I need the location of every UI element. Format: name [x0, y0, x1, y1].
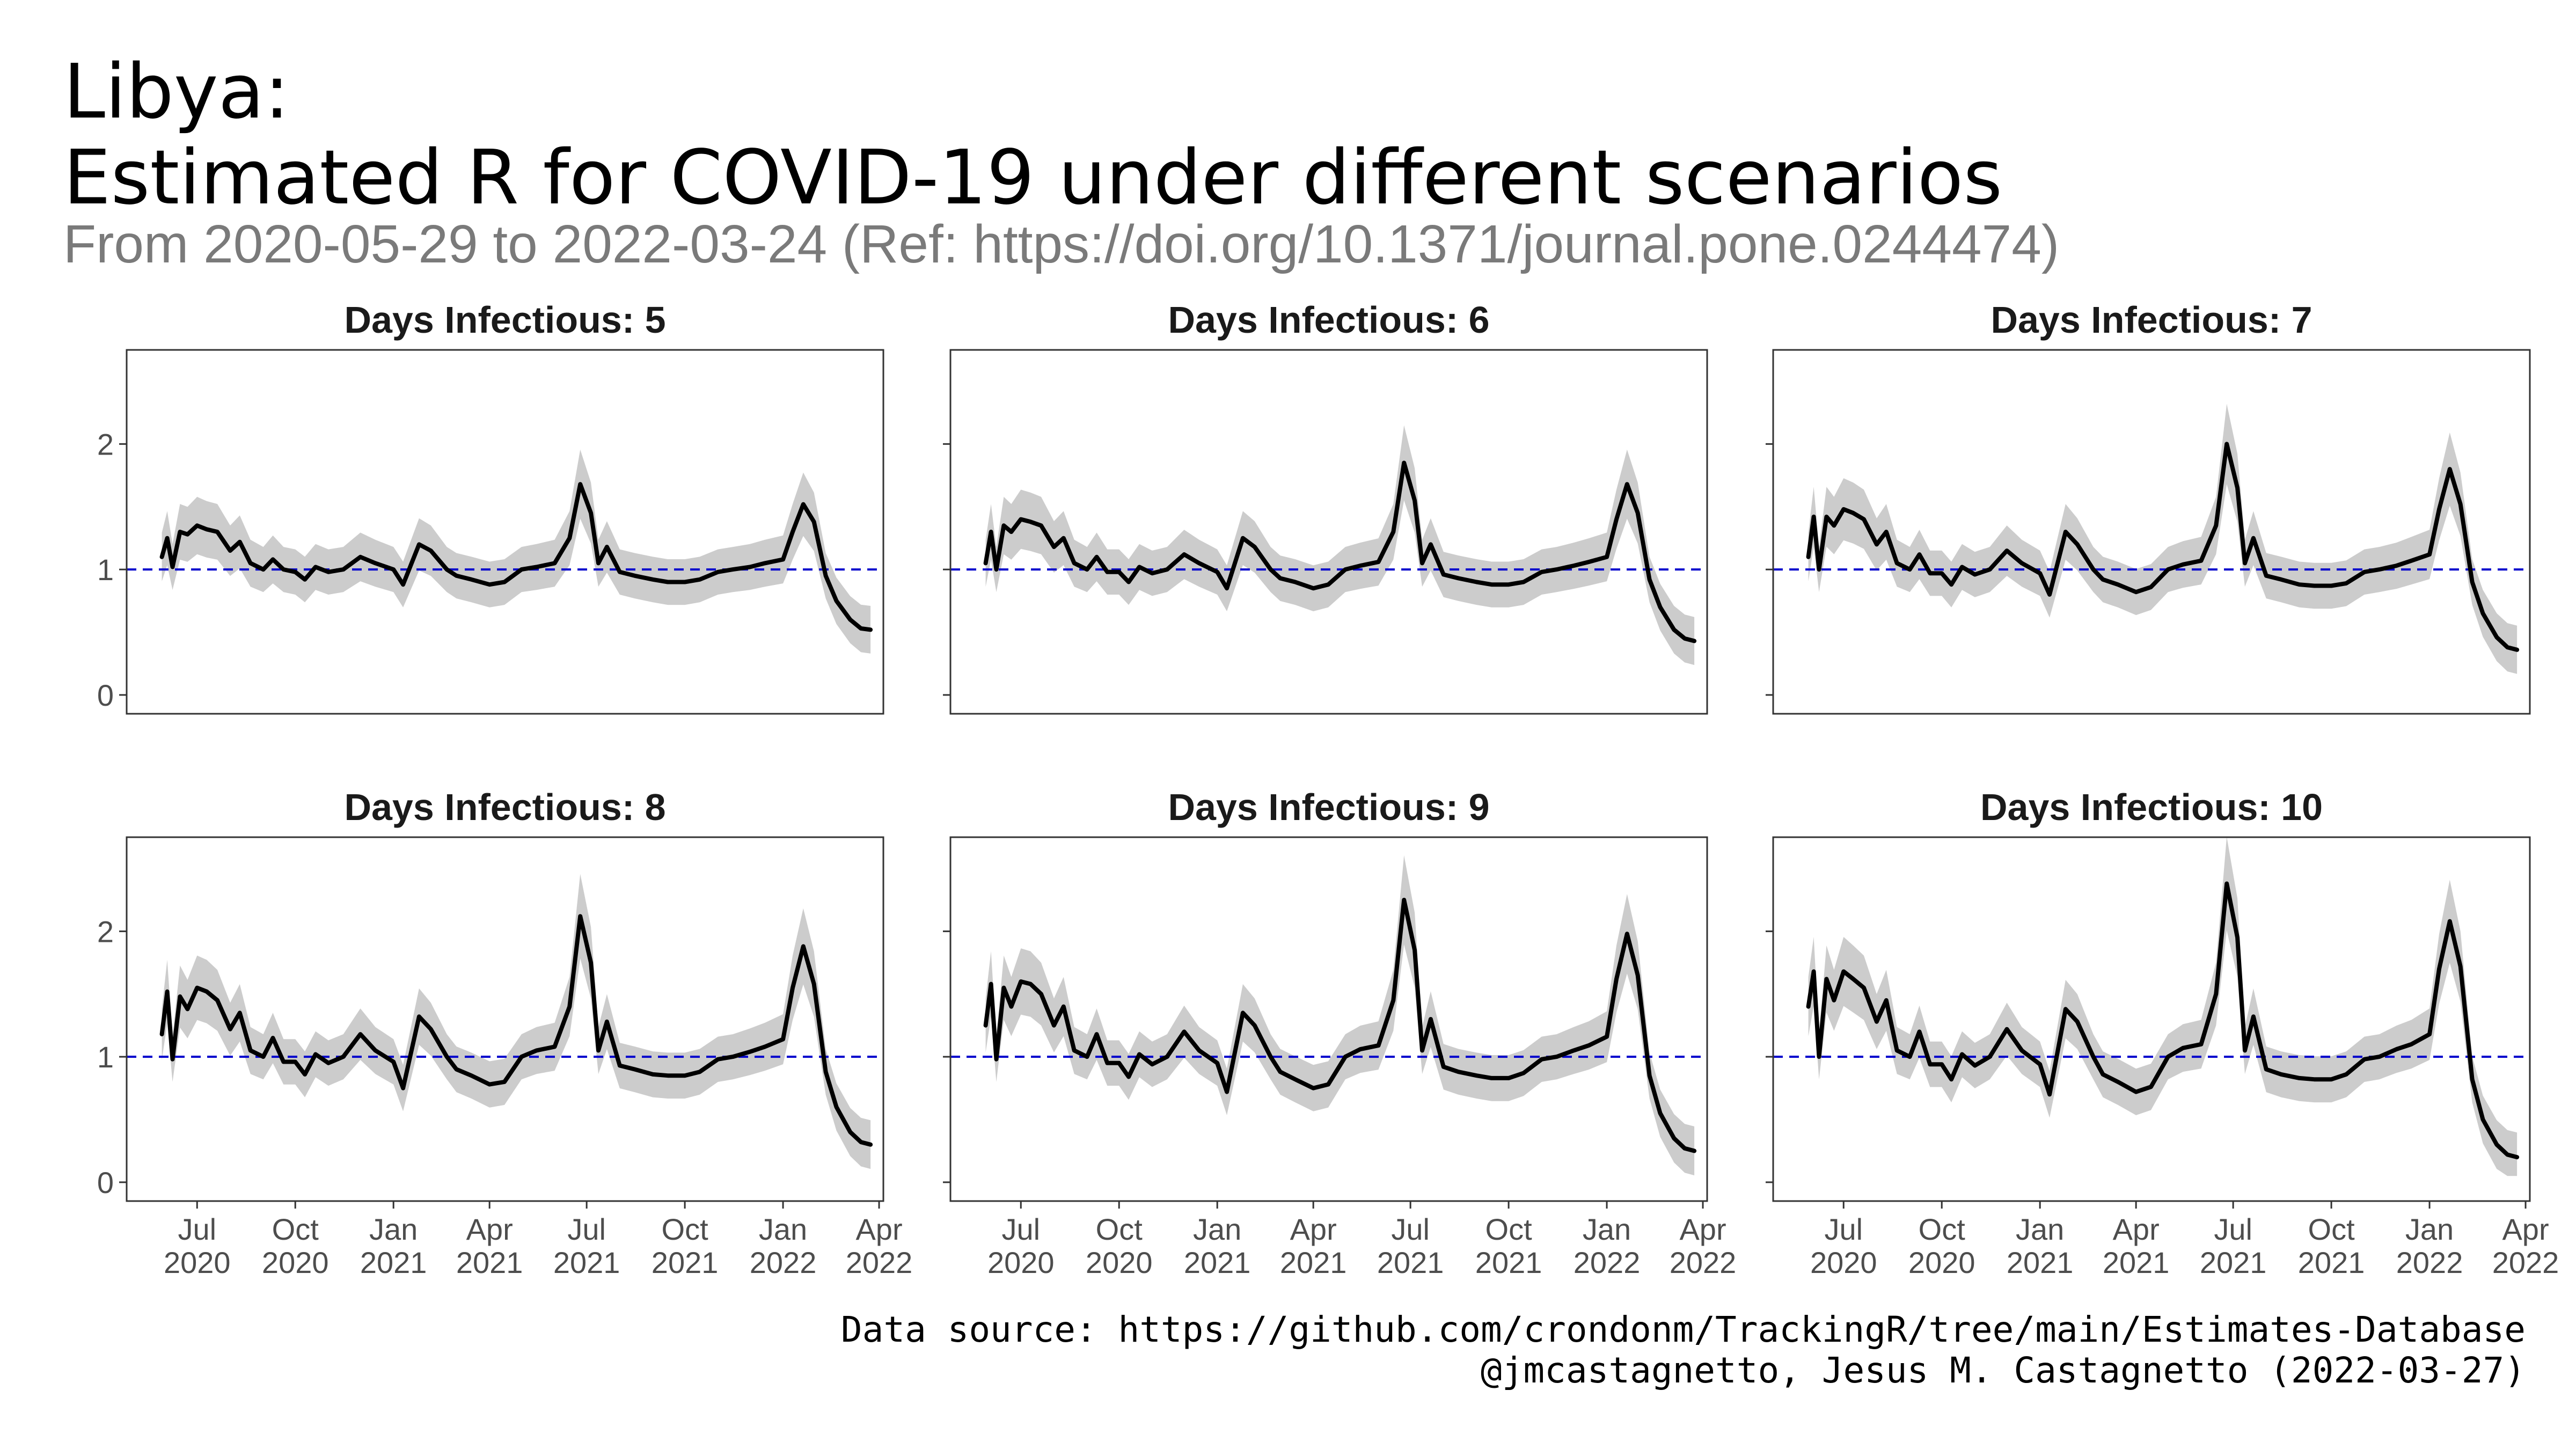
x-tick-label: Jul 2020 [1810, 1212, 1877, 1279]
y-tick-label: 0 [97, 678, 114, 712]
x-tick-label: Apr 2022 [2492, 1212, 2559, 1279]
r-estimate-line [983, 460, 1697, 643]
panel-frame [126, 349, 884, 715]
x-tick-label: Apr 2021 [1280, 1212, 1347, 1279]
caption-author: @jmcastagnetto, Jesus M. Castagnetto (20… [1480, 1350, 2526, 1391]
facet-title: Days Infectious: 9 [1168, 786, 1489, 828]
y-tick-label: 2 [97, 427, 114, 461]
y-tick-label: 1 [97, 1040, 114, 1074]
x-tick-label: Jan 2022 [1574, 1212, 1641, 1279]
x-tick-label: Jul 2020 [987, 1212, 1055, 1279]
r-estimate-line [1806, 442, 2520, 652]
facet-title: Days Infectious: 7 [1990, 299, 2312, 341]
x-tick-label: Oct 2020 [1086, 1212, 1153, 1279]
facet-title: Days Infectious: 6 [1168, 299, 1489, 341]
x-tick-label: Jan 2022 [2396, 1212, 2463, 1279]
confidence-band [1808, 837, 2518, 1176]
confidence-band [985, 425, 1695, 665]
x-tick-label: Oct 2021 [1475, 1212, 1542, 1279]
r-estimate-line [1806, 881, 2520, 1160]
confidence-band [162, 874, 871, 1169]
x-tick-label: Jan 2022 [750, 1212, 817, 1279]
facet-title: Days Infectious: 5 [344, 299, 665, 341]
x-tick-label: Apr 2022 [846, 1212, 913, 1279]
y-tick-label: 2 [97, 914, 114, 948]
facet-title: Days Infectious: 8 [344, 786, 665, 828]
x-tick-label: Oct 2020 [262, 1212, 329, 1279]
x-tick-label: Jul 2020 [164, 1212, 231, 1279]
facet-panel: Days Infectious: 7 [1766, 299, 2531, 715]
x-tick-label: Jul 2021 [2200, 1212, 2267, 1279]
x-tick-label: Apr 2021 [2103, 1212, 2170, 1279]
panel-frame [949, 349, 1708, 715]
x-tick-label: Apr 2021 [456, 1212, 523, 1279]
x-tick-label: Oct 2021 [652, 1212, 719, 1279]
x-tick-label: Oct 2020 [1908, 1212, 1975, 1279]
y-tick-label: 1 [97, 553, 114, 587]
x-tick-label: Jan 2021 [1184, 1212, 1251, 1279]
facet-panel: Days Infectious: 8 0 1 2 Jul 2020 Oct 2020 Jan 20… [97, 786, 912, 1279]
facet-title: Days Infectious: 10 [1980, 786, 2323, 828]
caption: Data source: https://github.com/crondonm… [841, 1309, 2526, 1391]
caption-data-source: Data source: https://github.com/crondonm… [840, 1309, 2526, 1350]
x-tick-label: Jul 2021 [553, 1212, 620, 1279]
confidence-band [1808, 404, 2518, 674]
r-estimate-line [159, 482, 873, 632]
x-tick-label: Oct 2021 [2298, 1212, 2365, 1279]
facet-panel: Days Infectious: 5 0 1 2 [97, 299, 884, 715]
y-tick-label: 0 [97, 1166, 114, 1199]
facet-panel: Days Infectious: 6 [943, 299, 1708, 715]
facet-panel: Days Infectious: 9 Jul 2020 Oct 2020 Jan 2021 A… [943, 786, 1736, 1279]
panel-frame [126, 836, 884, 1202]
x-tick-label: Jul 2021 [1377, 1212, 1444, 1279]
chart-subtitle: From 2020-05-29 to 2022-03-24 (Ref: http… [63, 214, 2060, 274]
panel-frame [949, 836, 1708, 1202]
panel-frame [1772, 836, 2531, 1202]
chart-title: Libya: Estimated R for COVID-19 under di… [63, 48, 2003, 222]
facet-panel: Days Infectious: 10 Jul 2020 Oct 2020 Jan 2021… [1766, 786, 2559, 1279]
r-estimate-line [159, 914, 873, 1147]
x-tick-label: Jan 2021 [2007, 1212, 2074, 1279]
r-estimate-line [983, 897, 1697, 1153]
x-tick-label: Apr 2022 [1670, 1212, 1737, 1279]
panel-frame [1772, 349, 2531, 715]
x-tick-label: Jan 2021 [360, 1212, 427, 1279]
confidence-band [985, 855, 1695, 1176]
confidence-band [162, 449, 871, 654]
